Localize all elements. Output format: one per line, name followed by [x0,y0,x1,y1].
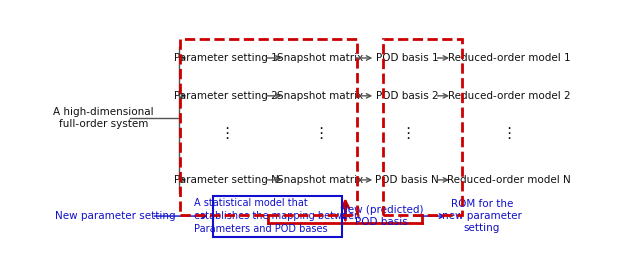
Text: Parameter setting 2: Parameter setting 2 [175,91,278,101]
Text: A statistical model that
establishes the mapping between
Parameters and POD base: A statistical model that establishes the… [195,198,360,234]
Text: Parameter setting N: Parameter setting N [174,175,279,185]
Text: New parameter setting: New parameter setting [56,211,176,221]
Text: Snapshot matrix: Snapshot matrix [277,53,364,63]
Text: POD basis 2: POD basis 2 [376,91,438,101]
Text: Snapshot matrix: Snapshot matrix [277,91,364,101]
Text: Parameter setting 1: Parameter setting 1 [175,53,278,63]
Text: POD basis N: POD basis N [376,175,439,185]
Text: Reduced-order model 1: Reduced-order model 1 [448,53,570,63]
Text: ⋮: ⋮ [313,126,328,141]
Text: POD basis 1: POD basis 1 [376,53,438,63]
Text: Reduced-order model 2: Reduced-order model 2 [448,91,570,101]
Text: ⋮: ⋮ [501,126,516,141]
Bar [383,39,462,215]
Text: ROM for the
new parameter
setting: ROM for the new parameter setting [442,200,522,233]
Text: ⋮: ⋮ [400,126,415,141]
Text: Snapshot matrix: Snapshot matrix [277,175,364,185]
Bar [213,196,342,237]
Text: ⋮: ⋮ [219,126,234,141]
Text: Reduced-order model N: Reduced-order model N [447,175,571,185]
Text: A high-dimensional
full-order system: A high-dimensional full-order system [54,107,154,129]
Text: New (predicted)
POD basis: New (predicted) POD basis [340,205,423,227]
Bar [180,39,356,215]
